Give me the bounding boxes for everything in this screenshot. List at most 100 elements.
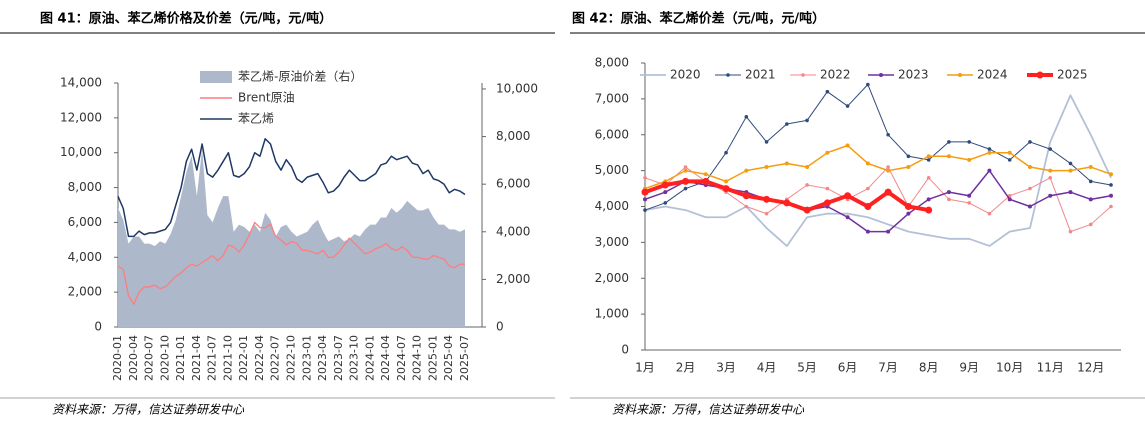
x-tick-label: 2月 bbox=[676, 361, 696, 375]
point bbox=[1048, 168, 1053, 173]
y-tick-label: 1,000 bbox=[595, 307, 629, 321]
point bbox=[987, 168, 992, 173]
line bbox=[644, 84, 1112, 211]
legend-label: 2025 bbox=[1057, 68, 1088, 82]
y-tick-label: 10,000 bbox=[60, 145, 102, 159]
legend-label: 苯乙烯-原油价差（右） bbox=[238, 69, 362, 84]
point bbox=[703, 172, 708, 177]
point bbox=[1088, 179, 1093, 184]
legend-label: 2021 bbox=[745, 68, 776, 82]
point bbox=[663, 201, 668, 205]
x-tick-label: 10月 bbox=[996, 361, 1023, 375]
y2-tick-label: 0 bbox=[496, 320, 504, 334]
point bbox=[967, 140, 971, 144]
x-tick-label: 2020-04 bbox=[127, 335, 140, 381]
x-tick-label: 2024-04 bbox=[379, 335, 392, 381]
x-tick-label: 2023-01 bbox=[300, 335, 313, 381]
point bbox=[886, 132, 890, 137]
y-tick-label: 8,000 bbox=[595, 56, 629, 70]
y2-tick-label: 10,000 bbox=[496, 81, 538, 95]
point bbox=[884, 188, 892, 196]
point bbox=[702, 177, 710, 185]
x-tick-label: 2025-07 bbox=[458, 335, 471, 381]
point bbox=[866, 82, 870, 87]
point bbox=[764, 211, 769, 216]
point bbox=[825, 150, 830, 155]
y-tick-label: 8,000 bbox=[68, 180, 102, 194]
x-tick-label: 3月 bbox=[716, 361, 736, 375]
point bbox=[1007, 158, 1012, 162]
x-tick-label: 2023-07 bbox=[332, 335, 345, 381]
point bbox=[947, 197, 951, 202]
point bbox=[785, 122, 789, 126]
x-tick-label: 1月 bbox=[635, 361, 655, 375]
line bbox=[117, 138, 466, 238]
point bbox=[886, 165, 890, 169]
point bbox=[1068, 168, 1073, 173]
point bbox=[967, 157, 972, 162]
legend-marker bbox=[801, 73, 805, 77]
x-tick-label: 12月 bbox=[1077, 361, 1104, 375]
area bbox=[118, 148, 465, 327]
x-tick-label: 2022-07 bbox=[269, 335, 282, 381]
point bbox=[946, 190, 951, 195]
point bbox=[1068, 190, 1073, 195]
x-tick-label: 2023-04 bbox=[316, 335, 329, 381]
legend-label: 2022 bbox=[820, 68, 851, 82]
x-tick-label: 5月 bbox=[797, 361, 817, 375]
y-tick-label: 6,000 bbox=[595, 127, 629, 141]
legend-marker bbox=[726, 73, 730, 77]
line bbox=[644, 94, 1112, 247]
line bbox=[644, 166, 1112, 233]
point bbox=[643, 176, 647, 180]
point bbox=[947, 140, 951, 144]
point bbox=[641, 188, 649, 196]
point bbox=[987, 147, 992, 151]
point bbox=[1088, 222, 1093, 227]
legend-marker bbox=[958, 73, 962, 77]
x-tick-label: 9月 bbox=[959, 361, 979, 375]
chart-title: 图 42：原油、苯乙烯价差（元/吨，元/吨） bbox=[572, 11, 825, 27]
x-tick-label: 2023-10 bbox=[348, 335, 361, 381]
point bbox=[1007, 150, 1012, 155]
point bbox=[845, 215, 850, 220]
x-tick-label: 6月 bbox=[838, 361, 858, 375]
y-tick-label: 5,000 bbox=[595, 163, 629, 177]
line bbox=[117, 221, 465, 305]
legend-marker bbox=[1036, 71, 1044, 79]
legend-label: Brent原油 bbox=[238, 91, 295, 105]
y-tick-label: 0 bbox=[621, 343, 629, 357]
point bbox=[926, 158, 931, 162]
point bbox=[1109, 172, 1113, 177]
point bbox=[1028, 186, 1032, 191]
x-tick-label: 2025-01 bbox=[426, 335, 439, 381]
y-tick-label: 4,000 bbox=[595, 199, 629, 213]
point bbox=[823, 199, 831, 207]
point bbox=[866, 186, 870, 191]
point bbox=[803, 206, 811, 214]
point bbox=[967, 193, 972, 198]
y-tick-label: 4,000 bbox=[68, 250, 102, 264]
point bbox=[1109, 204, 1113, 209]
point bbox=[805, 165, 810, 170]
point bbox=[967, 201, 971, 205]
y2-tick-label: 4,000 bbox=[496, 224, 530, 238]
point bbox=[1109, 183, 1113, 187]
x-tick-label: 2020-10 bbox=[158, 335, 171, 381]
x-tick-label: 2025-04 bbox=[442, 335, 455, 381]
point bbox=[1048, 176, 1053, 180]
chart-title: 图 41：原油、苯乙烯价格及价差（元/吨，元/吨） bbox=[40, 11, 332, 27]
x-tick-label: 2024-07 bbox=[395, 335, 408, 381]
point bbox=[1007, 197, 1012, 202]
y2-tick-label: 8,000 bbox=[496, 129, 530, 143]
point bbox=[643, 208, 647, 212]
x-tick-label: 2020-01 bbox=[111, 335, 124, 381]
x-tick-label: 4月 bbox=[757, 361, 777, 375]
y2-tick-label: 6,000 bbox=[496, 177, 530, 191]
point bbox=[643, 197, 647, 202]
point bbox=[744, 168, 749, 173]
point bbox=[946, 154, 951, 159]
point bbox=[987, 211, 992, 216]
point bbox=[722, 185, 730, 193]
point bbox=[683, 168, 688, 173]
